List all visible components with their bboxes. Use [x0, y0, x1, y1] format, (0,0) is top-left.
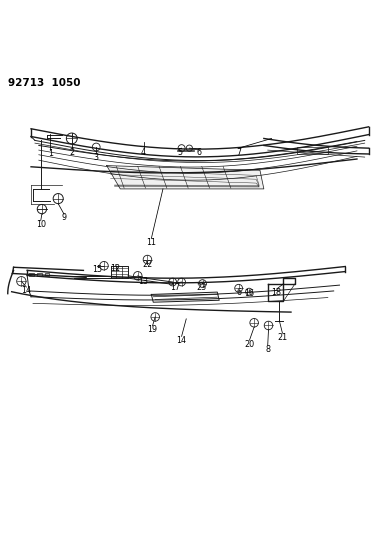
Text: 9: 9	[61, 214, 67, 222]
Text: 6: 6	[237, 288, 241, 296]
Text: 5: 5	[177, 148, 182, 157]
Bar	[29, 273, 34, 276]
Text: 6: 6	[197, 148, 202, 157]
Text: 8: 8	[265, 345, 270, 353]
Text: 13: 13	[138, 277, 148, 286]
Text: 2: 2	[69, 148, 74, 157]
Text: 23: 23	[197, 282, 207, 292]
Text: 20: 20	[244, 340, 255, 349]
Text: 22: 22	[142, 260, 152, 269]
Text: 15: 15	[92, 265, 102, 274]
Text: 7: 7	[236, 148, 241, 157]
Text: 19: 19	[147, 325, 158, 334]
Text: 92713  1050: 92713 1050	[8, 78, 80, 88]
Text: 14: 14	[177, 336, 187, 345]
Text: 12: 12	[111, 264, 121, 273]
Text: 14: 14	[21, 286, 31, 295]
Text: 16: 16	[244, 289, 255, 298]
Text: 4: 4	[141, 148, 146, 157]
Polygon shape	[107, 166, 264, 189]
Text: 1: 1	[48, 149, 53, 158]
Text: 3: 3	[94, 152, 99, 161]
Text: 21: 21	[277, 333, 288, 342]
Bar	[45, 273, 49, 276]
Text: 18: 18	[272, 288, 282, 297]
Text: 17: 17	[170, 282, 180, 292]
Text: 11: 11	[146, 238, 156, 247]
Text: 10: 10	[36, 220, 46, 229]
Bar	[297, 147, 328, 154]
Bar	[37, 273, 42, 276]
